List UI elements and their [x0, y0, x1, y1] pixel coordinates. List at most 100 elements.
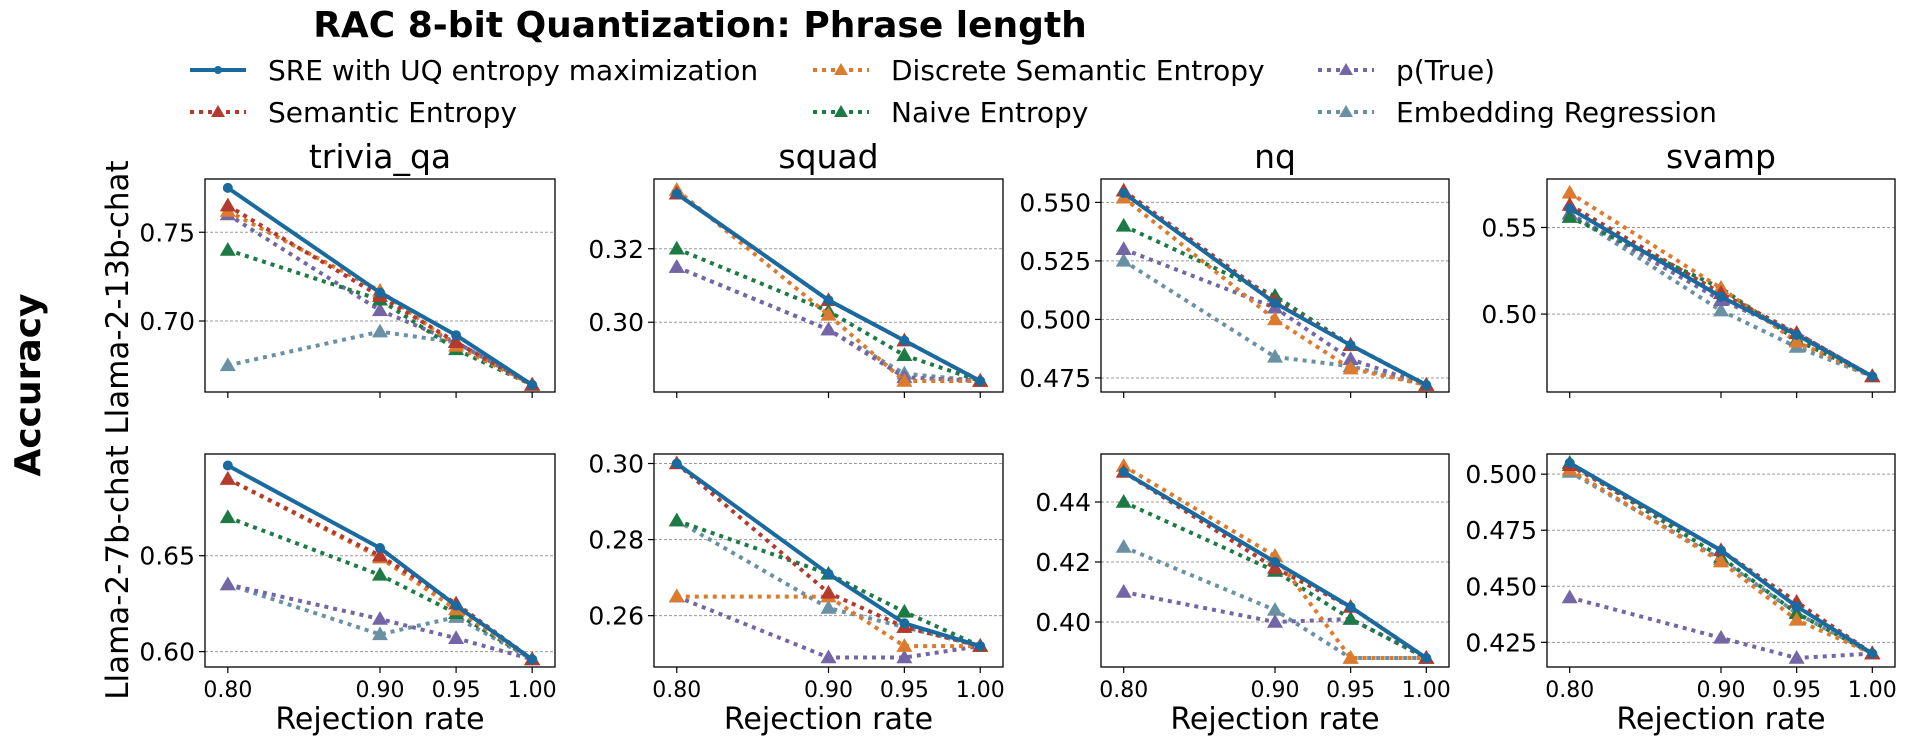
series-line — [1122, 191, 1428, 387]
data-point — [668, 259, 685, 273]
data-point — [1867, 648, 1878, 659]
x-tick-label: 1.00 — [1402, 678, 1451, 703]
panel-frame — [1546, 453, 1896, 668]
series-line — [1568, 203, 1874, 379]
y-tick-label: 0.28 — [588, 526, 644, 555]
data-point — [372, 323, 388, 338]
data-point — [668, 240, 685, 255]
data-point — [219, 509, 236, 524]
series-sre-with-uq-entropy-maximization — [1564, 457, 1878, 659]
y-tick-label: 0.475 — [1019, 364, 1091, 393]
data-point — [1270, 298, 1280, 309]
y-tick-label: 0.70 — [139, 307, 195, 336]
data-point — [1342, 650, 1359, 664]
panel-frame — [1546, 178, 1896, 393]
series-line — [1122, 500, 1428, 660]
legend-marker — [834, 63, 848, 76]
series-embedding-regression — [668, 512, 989, 652]
y-tick-label: 0.55 — [1481, 213, 1537, 242]
y-tick-label: 0.30 — [588, 450, 644, 479]
legend: SRE with UQ entropy maximization Semantic… — [190, 54, 1717, 129]
data-point — [896, 603, 913, 618]
series-line — [1122, 247, 1427, 387]
series-sre-with-uq-entropy-maximization — [222, 460, 538, 665]
series-line — [1569, 595, 1873, 661]
data-point — [372, 302, 388, 317]
x-tick-label: 0.80 — [1099, 678, 1148, 703]
legend-label: Embedding Regression — [1396, 96, 1717, 129]
figure-title: RAC 8-bit Quantization: Phrase length — [313, 5, 1087, 46]
y-tick-label: 0.475 — [1465, 516, 1537, 545]
x-tick-label: 1.00 — [956, 678, 1005, 703]
x-tick-label: 0.90 — [1697, 678, 1746, 703]
x-tick-label: 1.00 — [1848, 678, 1897, 703]
series-line — [226, 203, 534, 387]
data-point — [1115, 584, 1132, 598]
data-point — [448, 630, 465, 644]
panel-llama-2-13b-chat-nq: 0.475 0.500 0.525 0.550 nq — [1019, 137, 1450, 398]
legend-item-sre-with-uq-entropy-maximization: SRE with UQ entropy maximization — [190, 54, 758, 87]
data-point — [1788, 650, 1805, 664]
data-point — [1345, 340, 1356, 351]
series-naive-entropy — [219, 242, 541, 391]
row-label-llama-2-13b-chat: Llama-2-13b-chat — [100, 160, 136, 434]
data-point — [1564, 203, 1575, 214]
panel-llama-2-7b-chat-nq: 0.40 0.42 0.44 0.80 0.90 0.95 1.00 Rejection ra… — [1035, 453, 1451, 737]
x-axis-label: Rejection rate — [1170, 702, 1379, 737]
data-point — [1791, 601, 1802, 612]
x-tick-label: 0.90 — [356, 678, 405, 703]
data-point — [372, 566, 388, 581]
data-point — [1115, 217, 1132, 232]
data-point — [1421, 379, 1432, 390]
series-line — [1122, 470, 1428, 660]
series-line — [676, 594, 981, 649]
data-point — [668, 588, 685, 603]
y-tick-label: 0.44 — [1035, 488, 1091, 517]
legend-item-p-true: p(True) — [1318, 54, 1495, 87]
column-title-nq: nq — [1254, 137, 1296, 176]
series-line — [675, 192, 982, 383]
data-point — [1267, 311, 1283, 326]
panel-llama-2-13b-chat-squad: 0.30 0.32 squad — [588, 137, 1004, 398]
data-point — [823, 568, 834, 579]
x-tick-label: 0.95 — [1326, 678, 1375, 703]
data-point — [1115, 539, 1132, 553]
y-tick-label: 0.32 — [588, 235, 644, 264]
data-point — [372, 626, 388, 641]
x-tick-label: 0.95 — [1772, 678, 1821, 703]
series-p-true — [1115, 584, 1435, 664]
legend-marker — [834, 105, 848, 118]
y-tick-label: 0.450 — [1465, 572, 1537, 601]
y-tick-label: 0.500 — [1019, 305, 1091, 334]
panel-llama-2-7b-chat-svamp: 0.425 0.450 0.475 0.500 0.80 0.90 0.95 1.00 Reje… — [1465, 453, 1897, 737]
legend-item-embedding-regression: Embedding Regression — [1318, 96, 1717, 129]
data-point — [375, 287, 385, 298]
panel-frame — [1100, 178, 1450, 393]
data-point — [1561, 589, 1578, 604]
x-axis-label: Rejection rate — [275, 702, 484, 737]
data-point — [820, 306, 837, 321]
data-point — [1788, 611, 1805, 626]
data-point — [222, 182, 233, 193]
legend-item-semantic-entropy: Semantic Entropy — [190, 96, 517, 129]
y-tick-label: 0.26 — [588, 602, 644, 631]
series-line — [227, 515, 534, 662]
series-line — [226, 209, 534, 387]
series-discrete-semantic-entropy — [668, 182, 989, 387]
series-sre-with-uq-entropy-maximization — [1118, 467, 1432, 663]
legend-marker — [211, 105, 225, 118]
data-point — [219, 470, 236, 485]
data-point — [1270, 557, 1280, 567]
series-semantic-entropy — [668, 185, 989, 387]
data-point — [1561, 184, 1578, 199]
data-point — [671, 188, 682, 199]
data-point — [1342, 611, 1359, 625]
legend-item-discrete-semantic-entropy: Discrete Semantic Entropy — [813, 54, 1265, 87]
series-naive-entropy — [668, 512, 989, 652]
data-point — [1788, 333, 1805, 348]
data-point — [222, 460, 233, 471]
series-line — [1568, 461, 1874, 656]
x-tick-label: 0.95 — [432, 678, 481, 703]
data-point — [219, 242, 236, 256]
data-point — [1267, 614, 1283, 628]
